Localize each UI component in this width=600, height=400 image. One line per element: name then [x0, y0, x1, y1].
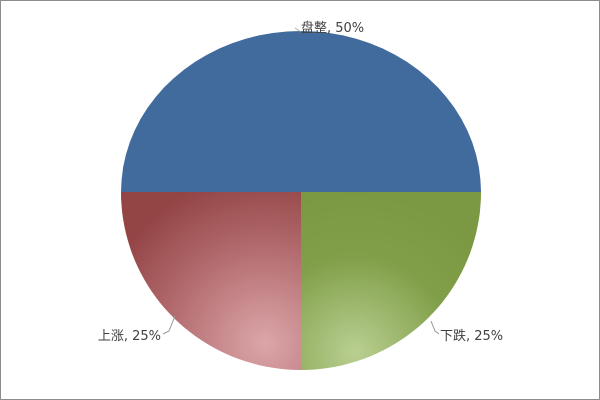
data-label-pan-zheng: 盘整, 50% — [301, 20, 364, 36]
slice-shang-zhang[interactable] — [121, 192, 301, 370]
data-label-shang-zhang: 上涨, 25% — [98, 329, 161, 344]
data-label-xia-die: 下跌, 25% — [440, 328, 503, 344]
slice-xia-die[interactable] — [301, 192, 481, 370]
slice-pan-zheng[interactable] — [121, 31, 481, 192]
leader-line-pan-zheng — [294, 27, 302, 33]
leader-line-shang-zhang — [162, 315, 176, 335]
leader-line-xia-die — [430, 320, 440, 335]
